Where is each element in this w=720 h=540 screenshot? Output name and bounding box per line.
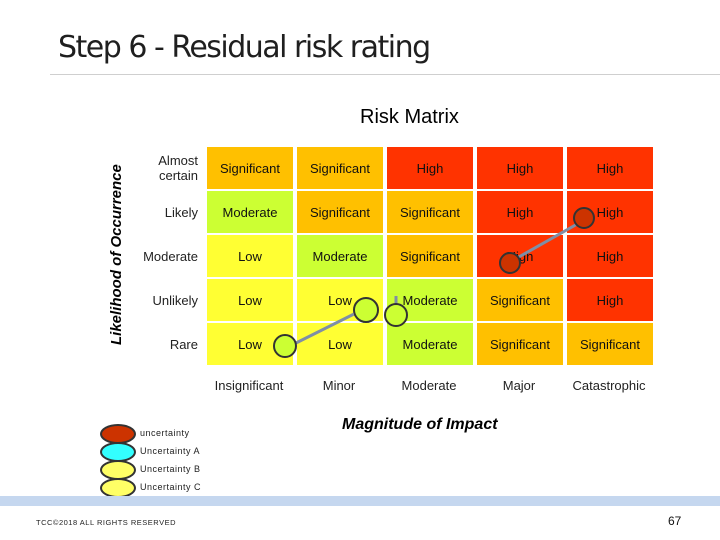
matrix-cell: Moderate — [386, 322, 474, 366]
column-label: Minor — [322, 378, 356, 393]
footer-bar — [0, 496, 720, 506]
row-label: Almost certain — [158, 153, 198, 183]
uncertainty-marker-major-moderate — [499, 252, 521, 274]
row-label: Likely — [164, 204, 198, 220]
matrix-cell: High — [566, 278, 654, 322]
row-label: Moderate — [143, 248, 198, 264]
arrow-high-high — [509, 221, 580, 264]
matrix-cell: Low — [296, 322, 384, 366]
matrix-cell: Low — [206, 278, 294, 322]
uncertainty-marker-moderate-unlikely — [384, 303, 408, 327]
column-label: Catastrophic — [572, 378, 646, 393]
matrix-cell: Significant — [386, 234, 474, 278]
title-divider — [50, 74, 720, 75]
matrix-cell: High — [386, 146, 474, 190]
uncertainty-marker-minor-unlikely — [353, 297, 379, 323]
legend-label-uncertainty-a: Uncertainty A — [140, 446, 201, 456]
matrix-cell: Moderate — [206, 190, 294, 234]
matrix-cell: Low — [206, 234, 294, 278]
matrix-title: Risk Matrix — [360, 106, 459, 128]
uncertainty-marker-insignificant-rare — [273, 334, 297, 358]
column-label: Moderate — [401, 378, 457, 393]
x-axis-title: Magnitude of Impact — [342, 416, 498, 433]
matrix-cell: High — [476, 190, 564, 234]
copyright-text: TCC©2018 ALL RIGHTS RESERVED — [36, 518, 176, 527]
column-label: Major — [502, 378, 536, 393]
matrix-cell: High — [476, 146, 564, 190]
matrix-cell: High — [566, 234, 654, 278]
legend-label-uncertainty-c: Uncertainty C — [140, 482, 202, 492]
matrix-cell: Significant — [566, 322, 654, 366]
arrow-low-low — [293, 312, 355, 346]
uncertainty-marker-catastrophic-likely — [573, 207, 595, 229]
matrix-cell: Significant — [206, 146, 294, 190]
page-number: 67 — [668, 514, 682, 528]
legend-swatch-uncertainty-c — [100, 478, 136, 498]
matrix-cell: Significant — [296, 146, 384, 190]
matrix-cell: Significant — [476, 278, 564, 322]
legend-swatch-uncertainty-b — [100, 460, 136, 480]
legend-label-uncertainty: uncertainty — [140, 428, 190, 438]
matrix-cell: Moderate — [296, 234, 384, 278]
legend-label-uncertainty-b: Uncertainty B — [140, 464, 201, 474]
column-label: Insignificant — [214, 378, 284, 393]
row-label: Unlikely — [152, 292, 198, 308]
matrix-cell: High — [566, 146, 654, 190]
slide-title: Step 6 - Residual risk rating — [58, 30, 431, 65]
legend-swatch-uncertainty — [100, 424, 136, 444]
matrix-cell: Significant — [476, 322, 564, 366]
legend-swatch-uncertainty-a — [100, 442, 136, 462]
row-label: Rare — [169, 336, 198, 352]
matrix-cell: Significant — [296, 190, 384, 234]
matrix-cell: Significant — [386, 190, 474, 234]
